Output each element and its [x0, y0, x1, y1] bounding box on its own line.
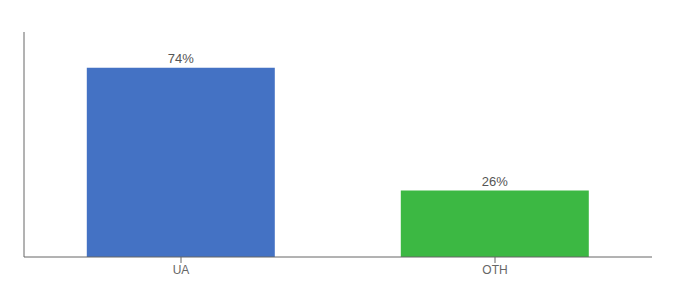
- svg-text:74%: 74%: [168, 51, 194, 66]
- svg-text:26%: 26%: [482, 174, 508, 189]
- svg-text:OTH: OTH: [482, 263, 507, 277]
- svg-text:UA: UA: [173, 263, 190, 277]
